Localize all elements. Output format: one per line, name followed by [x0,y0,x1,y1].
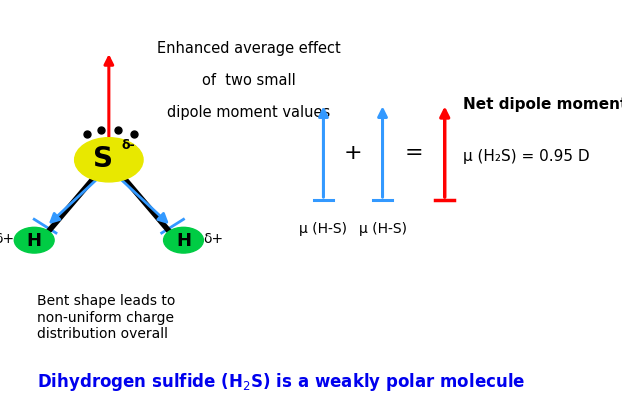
Text: dipole moment values: dipole moment values [167,105,330,120]
Text: H: H [27,232,42,249]
Text: Net dipole moment: Net dipole moment [463,97,622,112]
Text: δ-: δ- [122,139,136,152]
Text: =: = [404,142,423,162]
Text: Enhanced average effect: Enhanced average effect [157,41,341,56]
Text: μ (H-S): μ (H-S) [358,222,407,235]
Text: S: S [93,144,113,172]
Text: +: + [344,142,363,162]
Text: δ+: δ+ [203,232,223,245]
Text: Bent shape leads to
non-uniform charge
distribution overall: Bent shape leads to non-uniform charge d… [37,294,175,340]
Text: μ (H-S): μ (H-S) [299,222,348,235]
Text: δ+: δ+ [0,232,14,245]
Text: Dihydrogen sulfide (H$_2$S) is a weakly polar molecule: Dihydrogen sulfide (H$_2$S) is a weakly … [37,370,526,392]
Circle shape [14,228,54,253]
Text: of  two small: of two small [202,73,295,88]
Text: H: H [176,232,191,249]
Circle shape [75,138,143,182]
Text: μ (H₂S) = 0.95 D: μ (H₂S) = 0.95 D [463,149,590,164]
Circle shape [164,228,203,253]
